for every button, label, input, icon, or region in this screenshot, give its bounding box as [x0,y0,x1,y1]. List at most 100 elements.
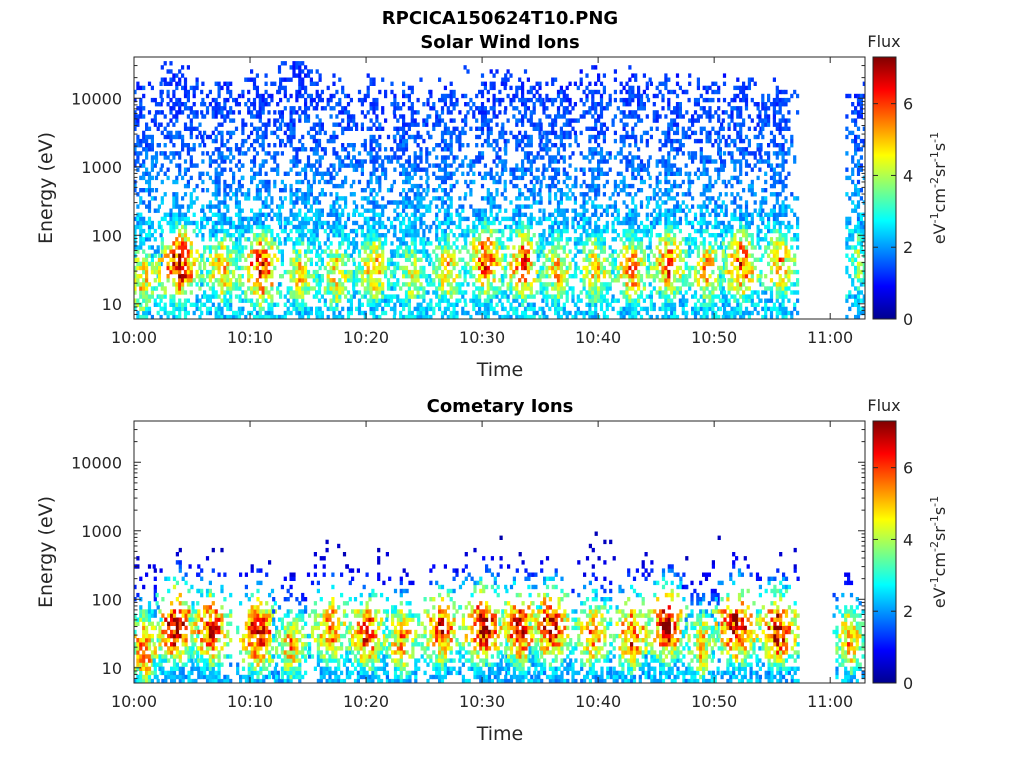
heatmap-cell [573,216,577,222]
heatmap-cell [366,73,370,78]
heatmap-cell [475,237,479,242]
heatmap-cell [475,143,479,148]
heatmap-cell [521,233,525,238]
heatmap-cell [521,147,525,152]
heatmap-cell [545,257,549,262]
heatmap-cell [432,102,436,107]
heatmap-cell [335,261,339,267]
heatmap-cell [264,216,268,222]
heatmap-cell [366,183,370,189]
heatmap-cell [326,314,330,319]
heatmap-cell [372,81,376,86]
heatmap-cell [375,314,379,319]
heatmap-cell [250,208,254,213]
heatmap-cell [446,216,450,222]
heatmap-cell [413,241,417,246]
heatmap-cell [426,102,430,107]
heatmap-cell [503,245,507,250]
heatmap-cell [292,163,296,168]
heatmap-cell [559,237,563,242]
heatmap-cell [529,314,533,319]
heatmap-cell [309,261,313,267]
heatmap-cell [422,241,426,246]
heatmap-cell [582,196,586,201]
heatmap-cell [438,241,442,246]
heatmap-cell [183,306,188,312]
heatmap-cell [438,122,442,127]
heatmap-cell [556,290,561,295]
heatmap-cell [594,102,598,107]
heatmap-cell [338,167,342,172]
heatmap-cell [229,118,233,123]
heatmap-cell [495,179,499,185]
heatmap-cell [576,298,580,303]
heatmap-cell [440,196,445,201]
heatmap-cell [189,253,193,258]
heatmap-cell [195,81,199,86]
heatmap-cell [261,265,265,271]
heatmap-cell [372,147,376,152]
heatmap-cell [264,298,268,303]
heatmap-cell [341,237,345,242]
heatmap-cell [498,290,502,295]
heatmap-cell [489,302,493,307]
heatmap-cell [469,188,473,193]
heatmap-cell [318,77,322,82]
heatmap-cell [128,245,131,249]
heatmap-cell [512,310,516,316]
heatmap-cell [449,286,453,291]
heatmap-cell [283,89,287,95]
heatmap-cell [223,233,227,238]
heatmap-cell [323,290,327,295]
heatmap-cell [306,282,311,287]
heatmap-cell [518,220,522,226]
heatmap-cell [469,159,473,164]
heatmap-cell [237,249,241,254]
heatmap-cell [588,269,592,275]
heatmap-cell [469,106,473,111]
heatmap-cell [247,216,251,222]
heatmap-cell [183,224,188,230]
heatmap-cell [323,106,327,111]
heatmap-cell [326,282,330,287]
heatmap-cell [139,216,143,222]
heatmap-cell [419,269,423,275]
heatmap-cell [486,245,490,250]
heatmap-cell [582,257,586,262]
heatmap-cell [181,212,185,217]
heatmap-cell [438,294,442,299]
heatmap-cell [211,286,215,291]
heatmap-cell [369,77,373,82]
heatmap-cell [559,155,563,160]
heatmap-cell [446,237,450,242]
heatmap-cell [535,220,539,226]
heatmap-cell [588,188,592,193]
heatmap-cell [315,282,319,287]
heatmap-cell [203,265,207,271]
heatmap-cell [240,265,244,271]
heatmap-cell [172,179,176,185]
heatmap-cell [217,163,221,168]
heatmap-cell [495,228,499,234]
heatmap-cell [483,208,487,213]
heatmap-cell [349,306,353,312]
heatmap-cell [452,102,456,107]
heatmap-cell [378,122,382,127]
heatmap-cell [449,274,453,279]
heatmap-cell [189,200,193,205]
heatmap-cell [466,249,470,254]
heatmap-cell [599,261,604,267]
heatmap-cell [599,228,604,234]
heatmap-cell [602,282,606,287]
heatmap-cell [295,269,299,275]
heatmap-cell [131,217,134,221]
heatmap-cell [509,224,513,230]
heatmap-cell [582,167,586,172]
heatmap-cell [489,167,493,172]
heatmap-cell [166,310,170,316]
heatmap-cell [532,188,536,193]
heatmap-cell [416,278,420,283]
heatmap-cell [407,204,411,209]
heatmap-cell [131,266,134,270]
heatmap-cell [390,102,394,107]
